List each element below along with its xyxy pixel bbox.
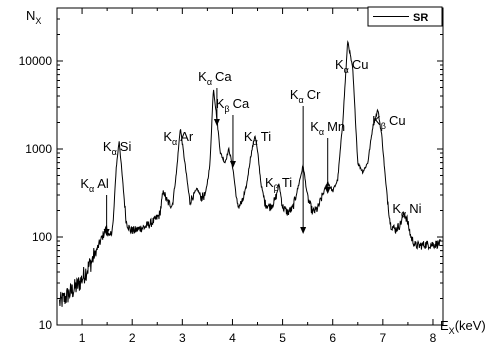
annotation-element: Mn xyxy=(327,119,345,134)
y-axis-title: NX xyxy=(26,8,41,26)
annotation-ni-11: Kα Ni xyxy=(392,201,421,219)
annotation-element: Ti xyxy=(282,175,292,190)
legend: SR xyxy=(367,6,443,27)
annotation-k: K xyxy=(335,57,344,72)
annotation-k: K xyxy=(290,87,299,102)
annotation-line-sub: α xyxy=(112,147,117,157)
x-tick-label-2: 2 xyxy=(129,331,136,345)
annotation-k: K xyxy=(80,176,89,191)
annotation-element: Al xyxy=(97,176,109,191)
annotation-element: Cu xyxy=(389,113,406,128)
annotation-element: Ar xyxy=(180,129,194,144)
annotation-arrow-head xyxy=(324,187,331,194)
annotation-al-0: Kα Al xyxy=(80,176,110,236)
annotation-label: Kβ Ti xyxy=(265,175,292,193)
annotation-arrow-head xyxy=(229,161,236,168)
annotation-label: Kα Ni xyxy=(392,201,421,219)
x-tick-label-6: 6 xyxy=(329,331,336,345)
annotation-element: Si xyxy=(120,139,132,154)
x-axis-title: EX(keV) xyxy=(440,318,486,336)
x-tick-label-5: 5 xyxy=(279,331,286,345)
annotation-ti-5: Kα Ti xyxy=(244,129,271,147)
annotation-line-sub: α xyxy=(319,127,324,137)
annotation-line-sub: α xyxy=(344,65,349,75)
annotation-cr-7: Kα Cr xyxy=(290,87,321,234)
annotation-element: Cu xyxy=(352,57,369,72)
annotation-element: Ni xyxy=(409,201,421,216)
series-layer xyxy=(59,40,441,307)
annotation-ca-4: Kβ Ca xyxy=(216,96,250,168)
annotation-k: K xyxy=(103,139,112,154)
annotation-label: Kα Ca xyxy=(198,69,232,87)
annotation-mn-8: Kα Mn xyxy=(310,119,345,194)
annotation-label: Kα Ti xyxy=(244,129,271,147)
annotation-line-sub: α xyxy=(207,77,212,87)
x-tick-label-4: 4 xyxy=(229,331,236,345)
annotation-line-sub: α xyxy=(172,137,177,147)
axes: 1 2 3 4 5 6 7 8 10 100 1000 10000 xyxy=(19,7,444,345)
annotation-cu-10: Kβ Cu xyxy=(372,113,405,131)
annotation-arrow-head xyxy=(213,119,220,126)
annotation-element: Ca xyxy=(215,69,232,84)
y-tick-label-10000: 10000 xyxy=(19,54,53,68)
annotation-arrow-head xyxy=(103,229,110,236)
plot-frame xyxy=(56,7,444,326)
legend-label: SR xyxy=(413,12,428,24)
annotation-k: K xyxy=(310,119,319,134)
annotation-label: Kα Cu xyxy=(335,57,369,75)
annotation-si-1: Kα Si xyxy=(103,139,132,157)
annotation-k: K xyxy=(198,69,207,84)
annotation-ar-2: Kα Ar xyxy=(163,129,194,147)
annotation-element: Cr xyxy=(307,87,321,102)
annotation-label: Kα Al xyxy=(80,176,109,194)
annotation-label: Kα Ar xyxy=(163,129,194,147)
x-tick-label-3: 3 xyxy=(179,331,186,345)
x-axis-title-unit: (keV) xyxy=(455,318,486,333)
annotation-element: Ca xyxy=(233,96,250,111)
annotation-label: Kα Mn xyxy=(310,119,345,137)
y-tick-label-1000: 1000 xyxy=(25,142,52,156)
annotation-label: Kβ Cu xyxy=(372,113,405,131)
y-axis-title-main: N xyxy=(26,8,35,23)
x-tick-label-1: 1 xyxy=(79,331,86,345)
annotation-arrow-head xyxy=(300,227,307,234)
annotation-label: Kα Cr xyxy=(290,87,321,105)
annotation-k: K xyxy=(216,96,225,111)
annotation-line-sub: β xyxy=(274,183,279,193)
x-axis-title-main: E xyxy=(440,318,449,333)
annotation-label: Kβ Ca xyxy=(216,96,250,114)
annotation-line-sub: α xyxy=(89,184,94,194)
y-tick-label-10: 10 xyxy=(39,318,53,332)
annotation-k: K xyxy=(163,129,172,144)
x-tick-label-7: 7 xyxy=(380,331,387,345)
annotation-line-sub: β xyxy=(224,104,229,114)
annotation-k: K xyxy=(392,201,401,216)
annotation-k: K xyxy=(372,113,381,128)
y-tick-label-100: 100 xyxy=(32,230,52,244)
x-axis-title-sub: X xyxy=(449,326,455,336)
annotation-k: K xyxy=(265,175,274,190)
annotation-ca-3: Kα Ca xyxy=(198,69,232,126)
annotation-label: Kα Si xyxy=(103,139,132,157)
annotation-element: Ti xyxy=(261,129,271,144)
annotation-line-sub: α xyxy=(253,137,258,147)
series-sr-line xyxy=(59,40,441,307)
y-axis-title-sub: X xyxy=(35,16,41,26)
annotation-cu-9: Kα Cu xyxy=(335,57,369,75)
annotation-line-sub: β xyxy=(381,121,386,131)
annotation-k: K xyxy=(244,129,253,144)
annotation-line-sub: α xyxy=(401,209,406,219)
x-tick-label-8: 8 xyxy=(430,331,437,345)
annotation-line-sub: α xyxy=(299,95,304,105)
annotation-ti-6: Kβ Ti xyxy=(265,175,292,193)
